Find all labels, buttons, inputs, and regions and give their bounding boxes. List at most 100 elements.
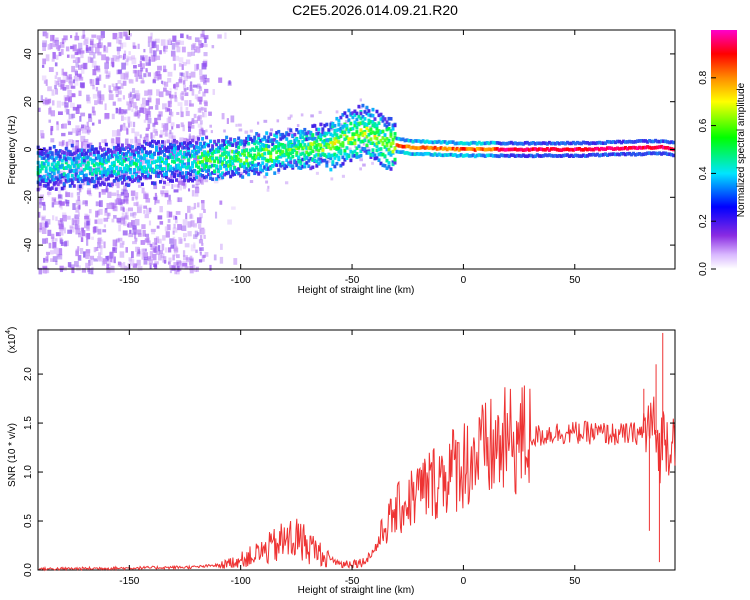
spectrogram-noise-cell (76, 168, 80, 173)
spectrogram-noise-cell (67, 89, 72, 97)
spectrogram-ridge-cell (307, 152, 311, 157)
spectrogram-noise-cell (105, 74, 110, 79)
spectrogram-noise-cell (63, 35, 68, 41)
spectrogram-ridge-cell (299, 166, 303, 171)
spectrogram-noise-cell (110, 265, 114, 270)
spectrogram-noise-cell (98, 119, 101, 124)
spectrogram-noise-cell (61, 141, 64, 147)
spectrogram-noise-cell (55, 253, 61, 258)
spectrogram-noise-cell (169, 264, 174, 269)
spectrogram-noise-cell (72, 59, 76, 63)
spectrogram-noise-cell (137, 63, 141, 68)
spectrogram-ridge-cell (86, 177, 90, 181)
spectrogram-ridge-cell (169, 164, 172, 169)
spectrogram-ridge-cell (601, 147, 605, 151)
spectrogram-noise-cell (49, 106, 52, 113)
spectrogram-noise-cell (116, 217, 122, 223)
spectrogram-ridge-cell (333, 156, 337, 160)
spectrogram-ridge-cell (255, 169, 259, 174)
spectrogram-ridge-cell (219, 164, 223, 169)
colorbar-tick-label: 0.8 (698, 70, 709, 84)
spectrogram-noise-cell (197, 108, 202, 113)
spectrogram-noise-cell (118, 224, 122, 232)
spectrogram-ridge-cell (112, 150, 116, 154)
spectrogram-ridge-cell (132, 170, 136, 175)
spectrogram-ridge-cell (80, 171, 84, 175)
spectrogram-noise-cell (117, 97, 122, 102)
spectrogram-ridge-cell (325, 131, 329, 136)
spectrogram-noise-cell (99, 200, 103, 208)
spectrogram-noise-cell (132, 263, 138, 268)
spectrogram-ridge-cell (335, 161, 339, 166)
spectrogram-noise-cell (175, 211, 181, 215)
spectrogram-noise-cell (120, 192, 125, 196)
spectrogram-ridge-cell (110, 182, 114, 187)
spectrogram-ridge-cell (263, 151, 267, 156)
spectrogram-noise-cell (86, 233, 91, 240)
spectrogram-ridge-cell (379, 147, 383, 151)
spectrogram-ridge-cell (537, 154, 541, 158)
spectrogram-ridge-cell (417, 146, 421, 150)
spectrogram-ridge-cell (247, 153, 251, 158)
spectrogram-ridge-cell (367, 139, 371, 143)
spectrogram-noise-cell (362, 142, 365, 146)
spectrogram-ridge-cell (367, 109, 371, 113)
spectrogram-ridge-cell (116, 159, 120, 163)
spectrogram-ridge-cell (209, 155, 213, 160)
spectrogram-noise-cell (58, 82, 62, 87)
spectrogram-ridge-cell (120, 175, 124, 180)
spectrogram-noise-cell (135, 93, 141, 99)
spectrogram-noise-cell (182, 233, 188, 238)
spectrogram-noise-cell (182, 124, 185, 132)
spectrogram-noise-cell (296, 124, 300, 128)
spectrogram-ridge-cell (144, 159, 148, 164)
spectrogram-ridge-cell (315, 146, 319, 151)
spectrogram-ridge-cell (656, 151, 660, 156)
spectrogram-ridge-cell (531, 147, 535, 151)
spectrogram-noise-cell (126, 101, 130, 106)
spectrogram-noise-cell (54, 39, 59, 46)
spectrogram-ridge-cell (183, 155, 187, 159)
spectrogram-noise-cell (171, 135, 176, 142)
spectrogram-ridge-cell (403, 144, 407, 149)
spectrogram-ridge-cell (427, 146, 431, 150)
spectrogram-ridge-cell (130, 174, 134, 179)
spectrogram-ridge-cell (189, 177, 193, 182)
spectrogram-ridge-cell (195, 141, 199, 145)
spectrogram-noise-cell (162, 140, 167, 147)
spectrogram-ridge-cell (465, 147, 469, 151)
spectrogram-ridge-cell (162, 180, 166, 185)
spectrogram-ridge-cell (223, 157, 227, 161)
spectrogram-ridge-cell (369, 155, 373, 159)
spectrogram-ridge-cell (191, 178, 195, 183)
spectrogram-ridge-cell (393, 157, 397, 162)
spectrogram-ridge-cell (243, 169, 247, 174)
spectrogram-noise-cell (194, 37, 200, 43)
spectrogram-noise-cell (85, 254, 89, 259)
spectrogram-noise-cell (112, 32, 118, 40)
spectrogram-noise-cell (92, 85, 95, 90)
spectrogram-ridge-cell (70, 161, 74, 166)
spectrogram-noise-cell (202, 43, 208, 48)
spectrogram-ridge-cell (337, 155, 341, 160)
spectrogram-ridge-cell (656, 139, 660, 144)
spectrogram-ridge-cell (207, 143, 211, 148)
spectrogram-ridge-cell (341, 162, 345, 166)
spectrogram-ridge-cell (267, 158, 271, 163)
spectrogram-ridge-cell (670, 140, 674, 144)
spectrogram-noise-cell (91, 43, 96, 48)
spectrogram-noise-cell (90, 258, 93, 266)
spectrogram-ridge-cell (223, 142, 227, 147)
spectrogram-ridge-cell (82, 175, 86, 179)
spectrogram-ridge-cell (435, 140, 439, 144)
spectrogram-ridge-cell (148, 141, 152, 146)
spectrogram-ridge-cell (329, 156, 333, 161)
spectrogram-ridge-cell (273, 162, 277, 167)
spectrogram-noise-cell (124, 60, 129, 66)
spectrogram-ridge-cell (670, 152, 674, 157)
spectrogram-ridge-cell (287, 144, 291, 149)
spectrogram-noise-cell (55, 201, 61, 205)
spectrogram-noise-cell (135, 105, 138, 110)
spectrogram-ridge-cell (235, 155, 239, 159)
spectrogram-ridge-cell (435, 147, 439, 151)
